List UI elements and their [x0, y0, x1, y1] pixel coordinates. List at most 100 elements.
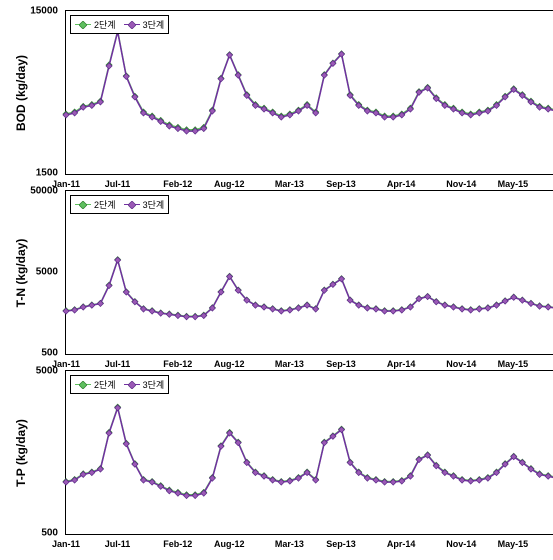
legend-label: 3단계	[143, 378, 165, 391]
ytick: 5000	[36, 366, 58, 377]
xtick: May-15	[498, 539, 529, 549]
ytick: 1500	[36, 168, 58, 179]
series-marker-s3	[97, 466, 103, 472]
series-line-s3	[66, 32, 553, 131]
ylabel-tp: T-P (kg/day)	[14, 419, 28, 487]
chart-tn: T-N (kg/day)500500050000Jan-11Jul-11Feb-…	[65, 190, 553, 355]
series-marker-s3	[545, 304, 551, 310]
xtick: Apr-14	[387, 539, 416, 549]
xtick: Aug-12	[214, 539, 245, 549]
xtick: Apr-14	[387, 179, 416, 189]
series-marker-s3	[511, 294, 517, 300]
series-marker-s3	[399, 307, 405, 313]
xtick: Jul-11	[105, 539, 131, 549]
series-marker-s3	[106, 430, 112, 436]
xtick: Jul-11	[105, 359, 131, 369]
ytick: 500	[41, 348, 58, 359]
series-marker-s3	[450, 304, 456, 310]
legend-item-s3: 3단계	[124, 18, 165, 31]
xtick: Sep-13	[326, 359, 356, 369]
series-marker-s3	[261, 304, 267, 310]
series-marker-s3	[528, 301, 534, 307]
series-marker-s3	[192, 314, 198, 320]
legend-item-s2: 2단계	[75, 198, 116, 211]
series-marker-s3	[287, 307, 293, 313]
series-marker-s3	[407, 473, 413, 479]
legend: 2단계 3단계	[70, 15, 169, 34]
ylabel-tn: T-N (kg/day)	[14, 238, 28, 307]
xtick: Mar-13	[275, 539, 304, 549]
legend-label: 2단계	[94, 198, 116, 211]
xtick: Nov-14	[446, 539, 476, 549]
series-marker-s3	[442, 302, 448, 308]
series-marker-s3	[502, 298, 508, 304]
series-marker-s3	[468, 478, 474, 484]
xtick: May-15	[498, 179, 529, 189]
series-marker-s3	[106, 283, 112, 289]
series-marker-s3	[235, 72, 241, 78]
series-marker-s3	[149, 479, 155, 485]
xtick: Mar-13	[275, 179, 304, 189]
series-marker-s3	[184, 314, 190, 320]
series-marker-s3	[166, 311, 172, 317]
ytick: 500	[41, 528, 58, 539]
legend: 2단계 3단계	[70, 375, 169, 394]
legend-label: 2단계	[94, 378, 116, 391]
series-marker-s3	[149, 308, 155, 314]
series-marker-s3	[364, 305, 370, 311]
xtick: Feb-12	[163, 539, 192, 549]
xtick: Nov-14	[446, 359, 476, 369]
series-marker-s3	[123, 441, 129, 447]
legend-item-s2: 2단계	[75, 378, 116, 391]
ytick: 5000	[36, 267, 58, 278]
legend-item-s3: 3단계	[124, 378, 165, 391]
series-marker-s3	[382, 479, 388, 485]
series-marker-s3	[459, 306, 465, 312]
xtick: May-15	[498, 359, 529, 369]
series-marker-s3	[140, 477, 146, 483]
series-marker-s3	[373, 306, 379, 312]
chart-tp: T-P (kg/day)5005000Jan-11Jul-11Feb-12Aug…	[65, 370, 553, 535]
xtick: Aug-12	[214, 359, 245, 369]
xtick: Apr-14	[387, 359, 416, 369]
series-marker-s3	[80, 304, 86, 310]
series-marker-s3	[115, 257, 121, 263]
ylabel-bod: BOD (kg/day)	[14, 54, 28, 130]
legend-item-s3: 3단계	[124, 198, 165, 211]
series-marker-s3	[295, 305, 301, 311]
legend-label: 3단계	[143, 18, 165, 31]
series-marker-s3	[278, 308, 284, 314]
legend-label: 3단계	[143, 198, 165, 211]
series-marker-s3	[382, 308, 388, 314]
series-marker-s3	[63, 308, 69, 314]
series-marker-s3	[390, 308, 396, 314]
xtick: Jan-11	[52, 539, 80, 549]
series-marker-s3	[278, 479, 284, 485]
xtick: Nov-14	[446, 179, 476, 189]
legend: 2단계 3단계	[70, 195, 169, 214]
ytick: 50000	[30, 186, 58, 197]
xtick: Aug-12	[214, 179, 245, 189]
series-marker-s3	[476, 477, 482, 483]
series-marker-s3	[373, 477, 379, 483]
xtick: Sep-13	[326, 539, 356, 549]
series-marker-s3	[218, 76, 224, 82]
xtick: Feb-12	[163, 359, 192, 369]
series-marker-s3	[347, 297, 353, 303]
series-marker-s3	[270, 306, 276, 312]
series-marker-s3	[97, 301, 103, 307]
xtick: Mar-13	[275, 359, 304, 369]
xtick: Feb-12	[163, 179, 192, 189]
series-marker-s3	[468, 307, 474, 313]
series-marker-s3	[123, 73, 129, 79]
series-marker-s3	[390, 479, 396, 485]
series-marker-s3	[519, 297, 525, 303]
series-marker-s3	[476, 306, 482, 312]
series-marker-s3	[158, 310, 164, 316]
xtick: Jul-11	[105, 179, 131, 189]
series-marker-s3	[227, 52, 233, 58]
legend-item-s2: 2단계	[75, 18, 116, 31]
xtick: Sep-13	[326, 179, 356, 189]
series-marker-s3	[175, 313, 181, 319]
ytick: 15000	[30, 6, 58, 17]
